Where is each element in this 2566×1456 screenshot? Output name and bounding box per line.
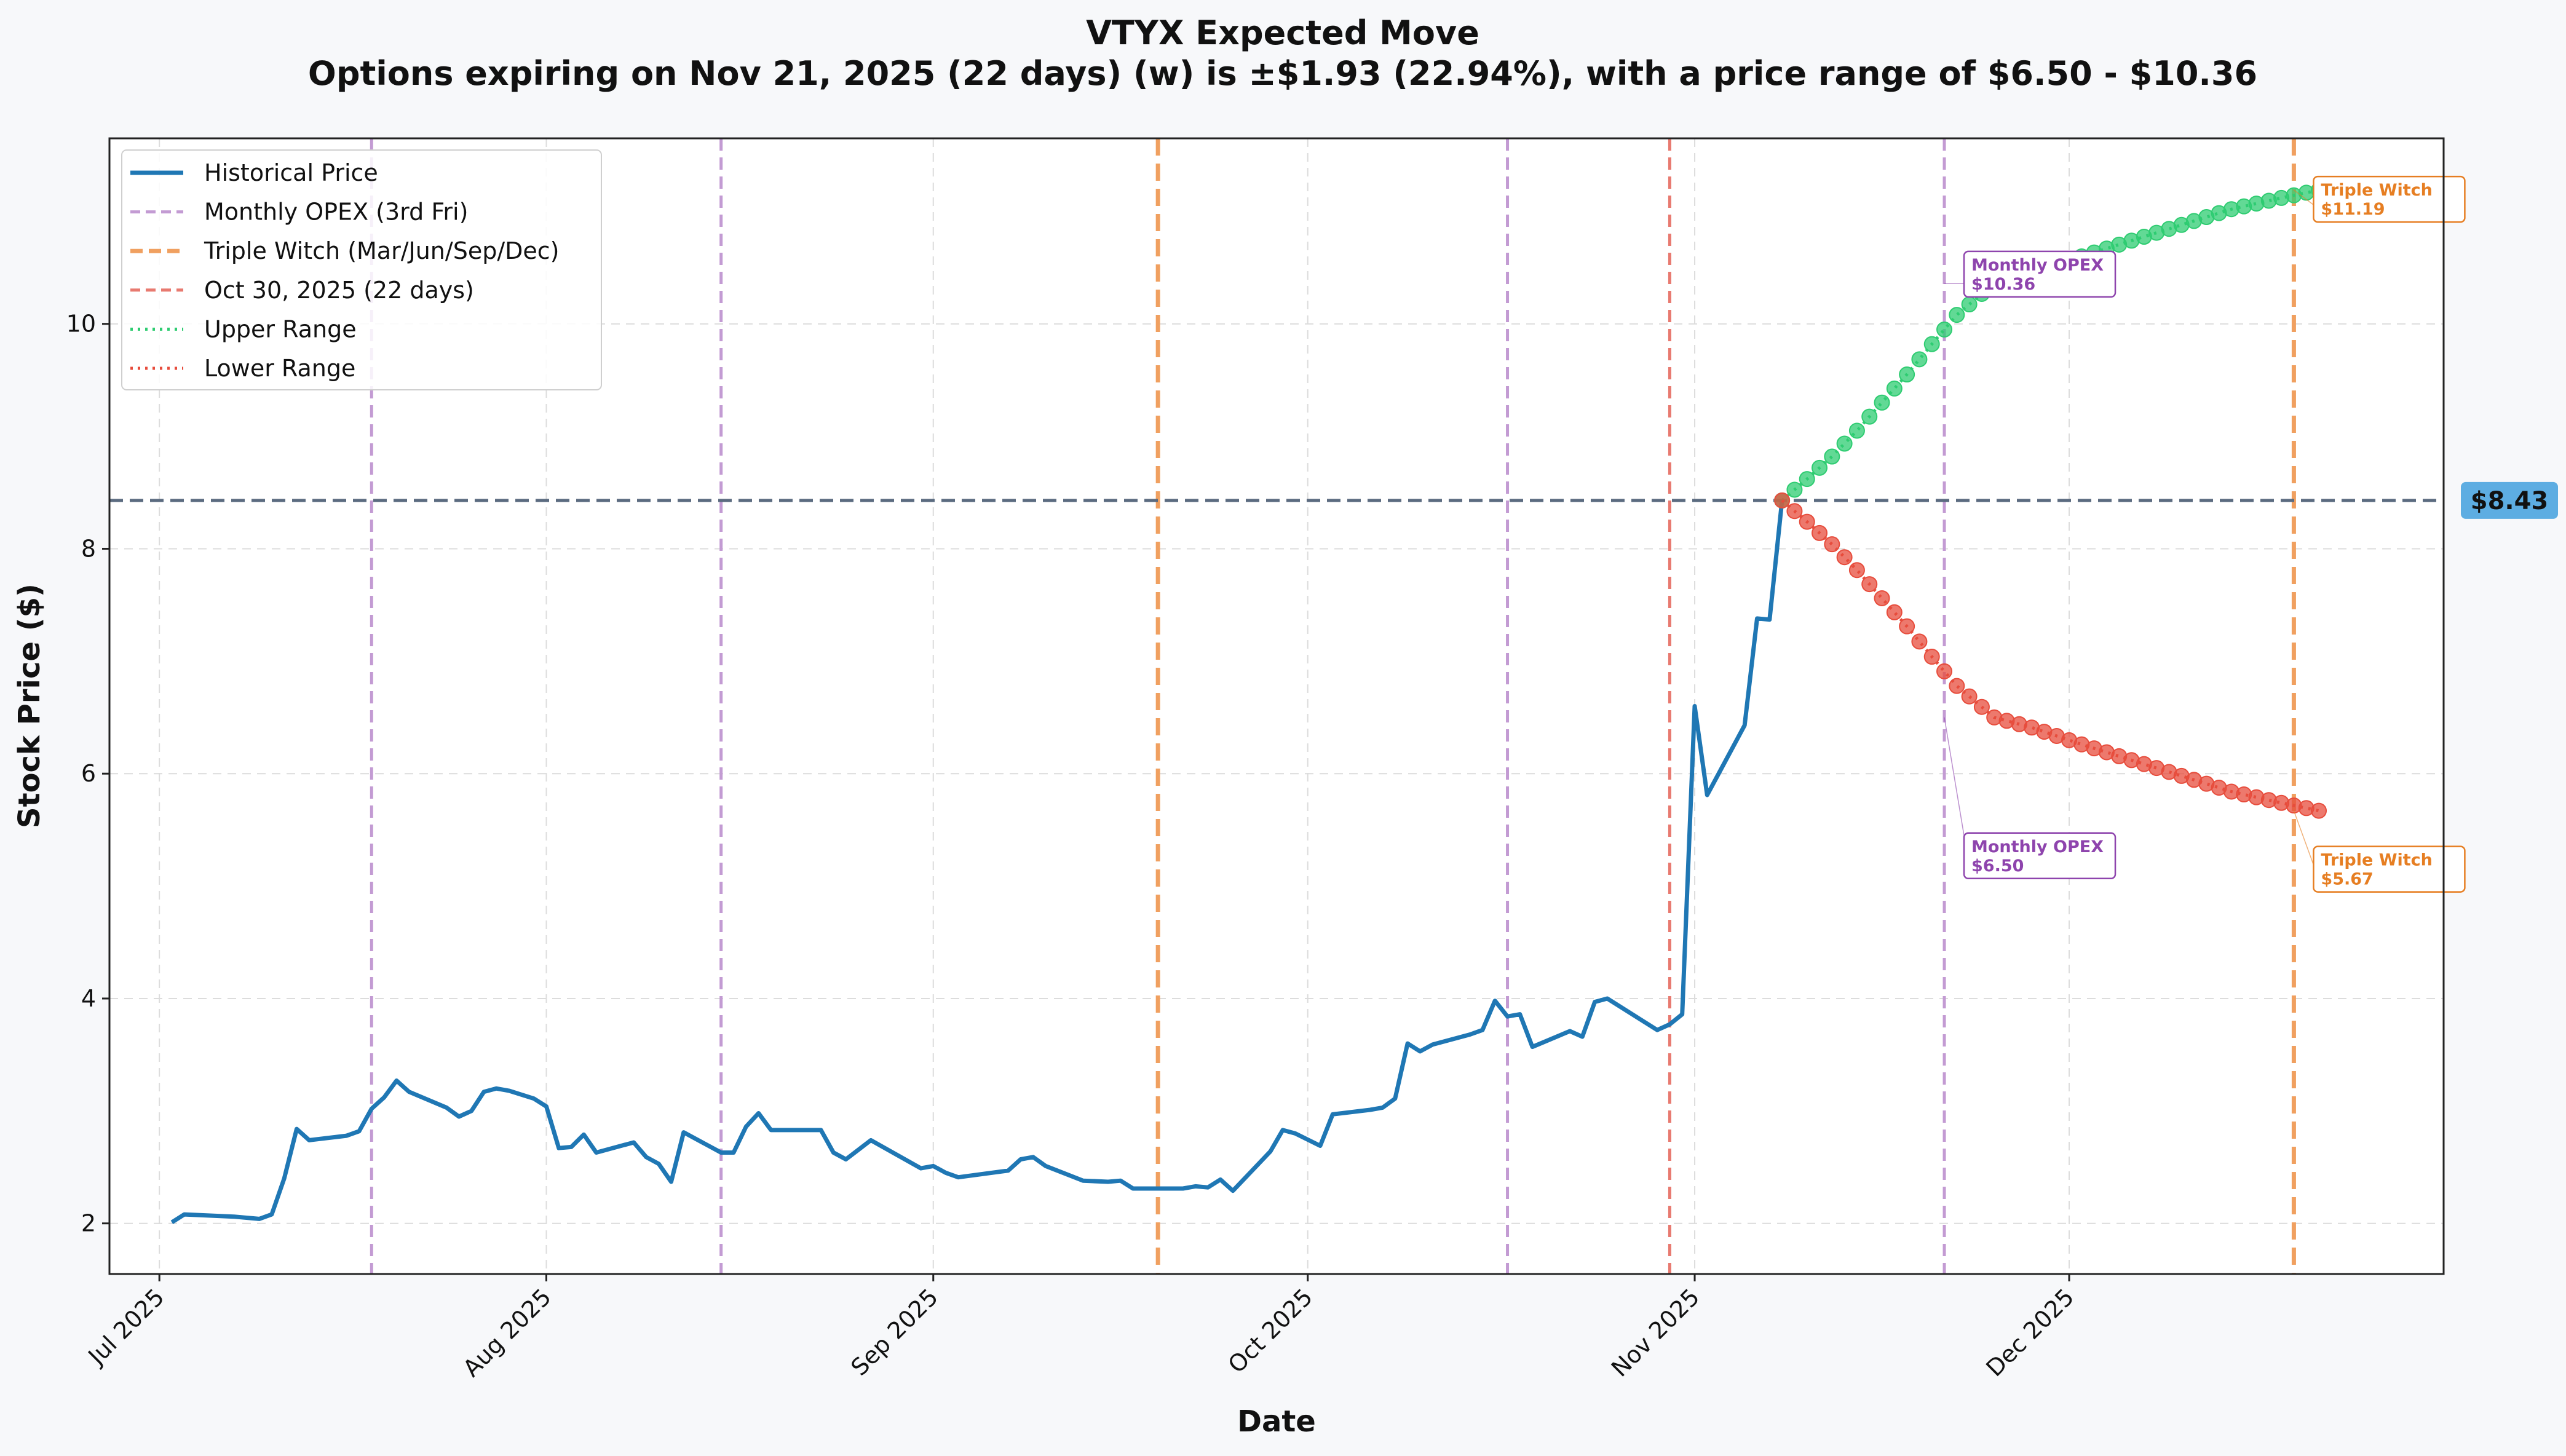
- annotation-value: $11.19: [2321, 200, 2385, 219]
- lower-range-marker: [1911, 633, 1928, 650]
- x-tick-label: Dec 2025: [1981, 1283, 2079, 1382]
- lower-range-marker: [1874, 590, 1890, 606]
- upper-range-marker: [1812, 459, 1828, 476]
- lower-range-marker: [1899, 618, 1915, 635]
- upper-range-marker: [1949, 307, 1965, 323]
- upper-range-marker: [1911, 351, 1928, 368]
- annotation-box: [1963, 832, 2117, 880]
- lower-range-marker: [1886, 604, 1903, 620]
- lower-range-marker: [1848, 562, 1865, 579]
- lower-range-marker: [1774, 492, 1791, 508]
- upper-range-marker: [1848, 422, 1865, 439]
- y-tick-label: 10: [66, 311, 96, 338]
- legend-label: Lower Range: [204, 355, 355, 382]
- upper-range-marker: [1961, 296, 1978, 313]
- upper-range-marker: [1899, 366, 1915, 383]
- legend-label: Upper Range: [204, 315, 357, 342]
- lower-range-marker: [1973, 698, 1990, 715]
- y-tick-label: 2: [81, 1210, 96, 1237]
- upper-range-marker: [1786, 481, 1803, 498]
- current-price-badge: [2461, 481, 2558, 519]
- annotation-title: Triple Witch: [2321, 851, 2433, 870]
- annotation-value: $6.50: [1971, 857, 2024, 876]
- annotation-box: [1963, 250, 2117, 298]
- y-axis: 2 4 6 8 10: [66, 311, 109, 1237]
- upper-range-marker: [1886, 380, 1903, 397]
- plot-frame: [108, 137, 2445, 1275]
- lower-range-marker: [1861, 576, 1878, 593]
- lower-range-marker: [2311, 802, 2327, 819]
- legend-frame: [121, 149, 602, 390]
- y-tick-label: 4: [81, 985, 96, 1012]
- legend-label: Monthly OPEX (3rd Fri): [204, 199, 468, 226]
- x-tick-label: Aug 2025: [457, 1283, 556, 1382]
- annotation-title: Triple Witch: [2321, 181, 2433, 200]
- lower-range-marker: [1936, 663, 1953, 679]
- x-tick-label: Jul 2025: [82, 1283, 170, 1371]
- y-tick-label: 6: [81, 760, 96, 787]
- chart-subtitle: Options expiring on Nov 21, 2025 (22 day…: [308, 54, 2257, 93]
- upper-range-marker: [1861, 408, 1878, 425]
- upper-range-marker: [1824, 448, 1840, 465]
- annotation-title: Monthly OPEX: [1971, 837, 2104, 857]
- chart-title: VTYX Expected Move: [1086, 14, 1479, 52]
- x-tick-label: Nov 2025: [1606, 1283, 1705, 1382]
- lower-range-marker: [1961, 688, 1978, 705]
- lower-range-marker: [1923, 649, 1940, 665]
- lower-range-line: [1781, 499, 2319, 813]
- historical-price-line: [170, 500, 1784, 1224]
- lower-range-marker: [1824, 536, 1840, 553]
- annotation-value: $5.67: [2321, 870, 2373, 889]
- upper-range-marker: [1936, 321, 1953, 338]
- upper-range-marker: [1799, 471, 1815, 488]
- annotation-title: Monthly OPEX: [1971, 256, 2104, 275]
- x-tick-label: Sep 2025: [845, 1283, 943, 1381]
- legend-label: Oct 30, 2025 (22 days): [204, 277, 474, 304]
- x-tick-label: Oct 2025: [1223, 1283, 1318, 1379]
- annotation-box: [2313, 845, 2466, 893]
- lower-range-marker: [1949, 678, 1965, 694]
- lower-range-marker: [1812, 524, 1828, 541]
- reference-lines: $8.43: [109, 138, 2558, 1274]
- x-axis: Jul 2025 Aug 2025 Sep 2025 Oct 2025 Nov 2025…: [82, 1274, 2079, 1382]
- upper-range-marker: [1923, 336, 1940, 352]
- upper-range-line: [1781, 188, 2319, 502]
- y-tick-label: 8: [81, 535, 96, 562]
- legend-label: Historical Price: [204, 159, 378, 186]
- lower-range-marker: [1836, 549, 1853, 566]
- current-price-label: $8.43: [2471, 487, 2549, 515]
- y-axis-label: Stock Price ($): [12, 584, 47, 828]
- lower-range-marker: [1786, 503, 1803, 520]
- legend-label: Triple Witch (Mar/Jun/Sep/Dec): [204, 237, 559, 264]
- x-axis-label: Date: [1237, 1404, 1316, 1439]
- upper-range-marker: [1836, 435, 1853, 452]
- legend: Historical Price Monthly OPEX (3rd Fri) Tr…: [121, 149, 602, 390]
- annotation-box: [2313, 175, 2466, 223]
- lower-range-marker: [1799, 513, 1815, 530]
- upper-range-marker: [1874, 394, 1890, 411]
- annotation-value: $10.36: [1971, 275, 2035, 294]
